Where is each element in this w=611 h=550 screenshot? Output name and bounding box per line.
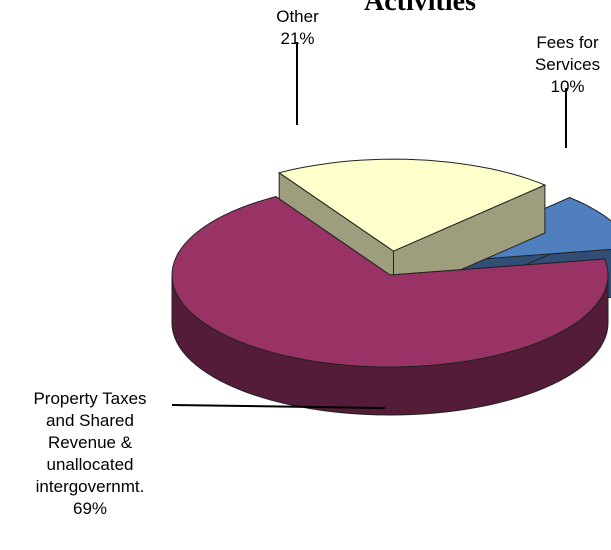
slice-label: Other 21% (250, 6, 345, 50)
slice-label: Fees for Services 10% (520, 32, 611, 98)
value-label: 69% (72, 499, 108, 518)
value-label: 10% (550, 77, 585, 96)
value-label: 21% (280, 29, 315, 48)
slice-label: Property Taxes and Shared Revenue & unal… (0, 388, 180, 520)
chart-title: Activities (364, 0, 476, 17)
category-label: Other (276, 7, 319, 26)
slice-top (278, 158, 547, 252)
slice-top (171, 196, 609, 368)
leader-line (171, 404, 386, 409)
category-label: Fees for Services (534, 33, 601, 74)
category-label: Property Taxes and Shared Revenue & unal… (33, 389, 147, 496)
pie-slice (171, 195, 609, 416)
pie-slice (278, 158, 547, 301)
